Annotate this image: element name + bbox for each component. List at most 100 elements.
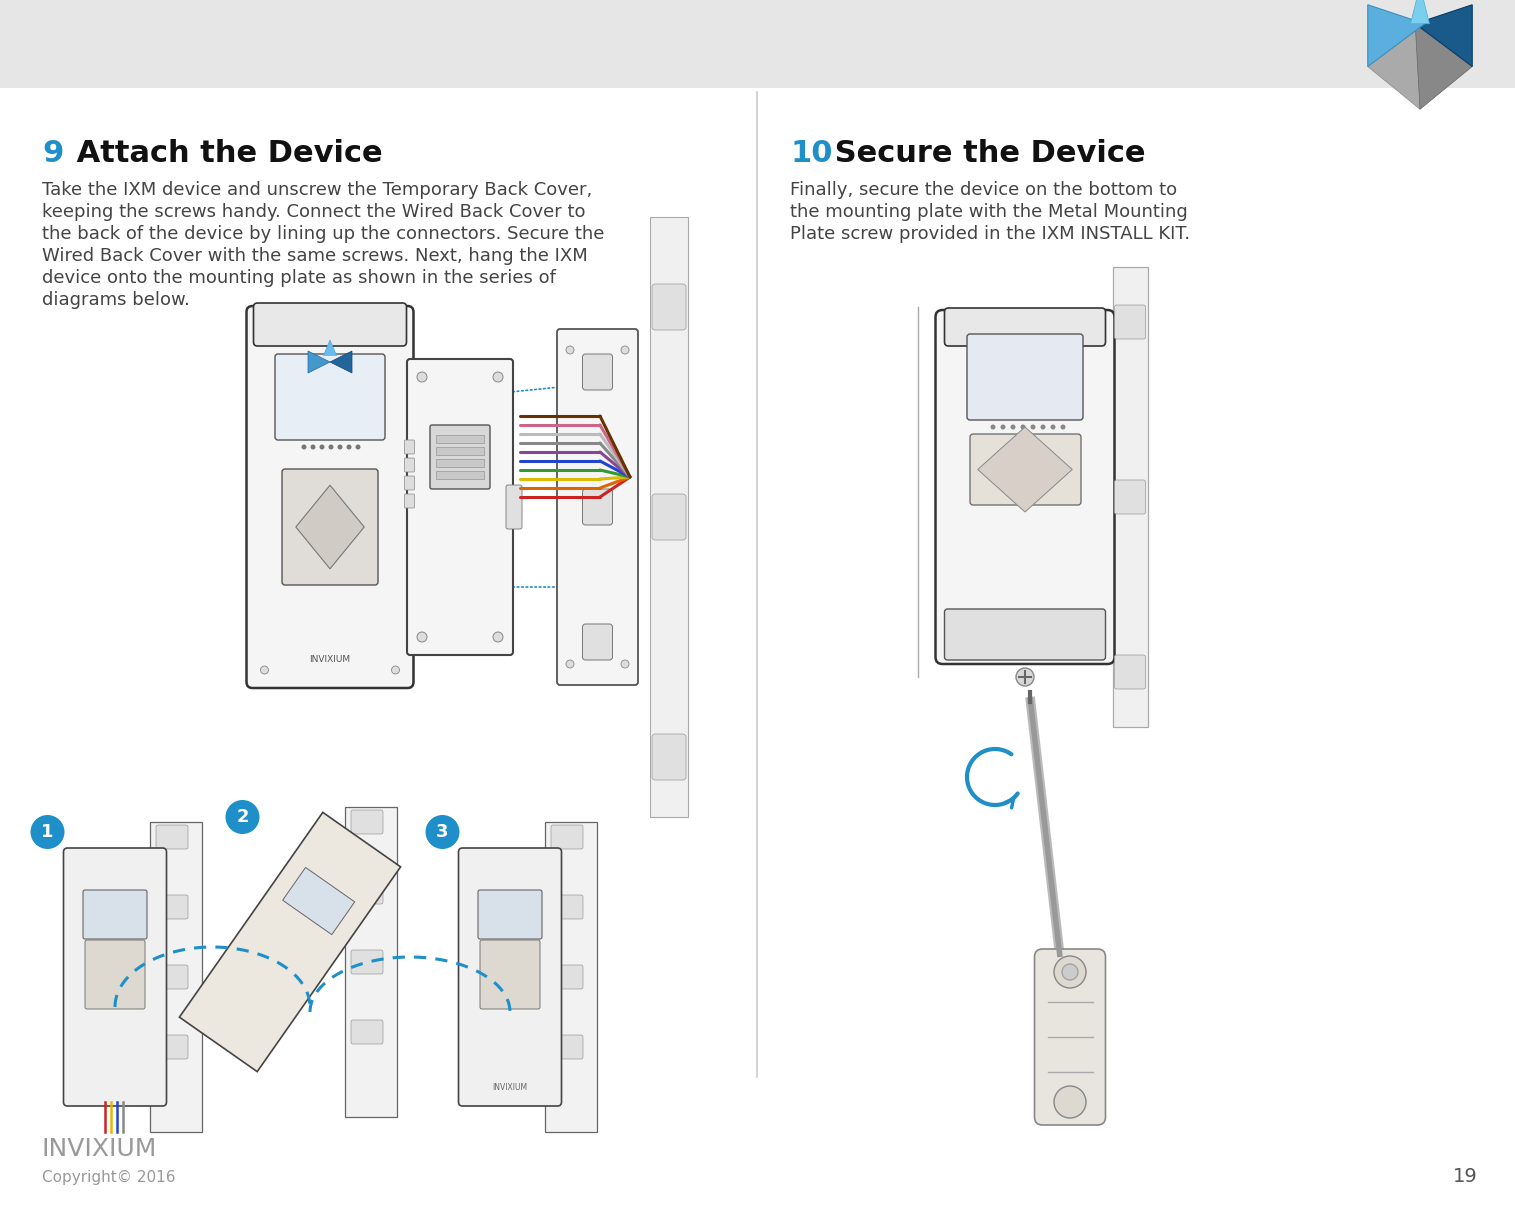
Text: device onto the mounting plate as shown in the series of: device onto the mounting plate as shown … — [42, 269, 556, 287]
Bar — [650, 217, 688, 817]
Bar — [436, 459, 483, 467]
Circle shape — [1062, 964, 1079, 980]
Text: 3: 3 — [436, 823, 448, 841]
Bar — [0, 0, 1515, 88]
Circle shape — [1017, 667, 1035, 686]
Text: Wired Back Cover with the same screws. Next, hang the IXM: Wired Back Cover with the same screws. N… — [42, 247, 588, 266]
Text: INVIXIUM: INVIXIUM — [309, 655, 350, 665]
Circle shape — [1030, 425, 1035, 430]
Circle shape — [1054, 956, 1086, 989]
Polygon shape — [1415, 24, 1473, 110]
FancyBboxPatch shape — [967, 334, 1083, 420]
FancyBboxPatch shape — [156, 966, 188, 989]
Circle shape — [567, 346, 574, 354]
FancyBboxPatch shape — [1115, 480, 1145, 514]
Text: Take the IXM device and unscrew the Temporary Back Cover,: Take the IXM device and unscrew the Temp… — [42, 181, 592, 199]
FancyBboxPatch shape — [582, 489, 612, 525]
Text: 1: 1 — [41, 823, 53, 841]
FancyBboxPatch shape — [551, 966, 583, 989]
Bar — [345, 807, 397, 1116]
FancyBboxPatch shape — [405, 441, 415, 454]
Circle shape — [347, 444, 351, 449]
FancyBboxPatch shape — [408, 358, 514, 655]
Polygon shape — [1410, 0, 1430, 24]
FancyBboxPatch shape — [351, 880, 383, 904]
Text: Secure the Device: Secure the Device — [824, 139, 1145, 168]
Circle shape — [356, 444, 361, 449]
Text: 19: 19 — [1453, 1167, 1479, 1186]
FancyBboxPatch shape — [276, 354, 385, 441]
Circle shape — [567, 660, 574, 667]
FancyBboxPatch shape — [405, 494, 415, 508]
FancyBboxPatch shape — [247, 307, 414, 688]
FancyBboxPatch shape — [651, 494, 686, 540]
FancyBboxPatch shape — [459, 849, 562, 1106]
Circle shape — [1054, 1086, 1086, 1118]
Circle shape — [226, 800, 259, 834]
Polygon shape — [308, 351, 330, 373]
FancyBboxPatch shape — [935, 310, 1115, 664]
Circle shape — [1060, 425, 1065, 430]
Bar — [1112, 267, 1147, 727]
Circle shape — [621, 346, 629, 354]
Circle shape — [1041, 425, 1045, 430]
Circle shape — [30, 815, 65, 849]
Text: Attach the Device: Attach the Device — [67, 139, 383, 168]
FancyBboxPatch shape — [253, 303, 406, 346]
Circle shape — [492, 372, 503, 381]
Text: the back of the device by lining up the connectors. Secure the: the back of the device by lining up the … — [42, 225, 604, 243]
FancyBboxPatch shape — [405, 476, 415, 490]
FancyBboxPatch shape — [651, 284, 686, 330]
Text: 2: 2 — [236, 807, 248, 826]
FancyBboxPatch shape — [558, 330, 638, 686]
FancyBboxPatch shape — [551, 1034, 583, 1059]
FancyBboxPatch shape — [551, 826, 583, 849]
Circle shape — [1000, 425, 1006, 430]
FancyBboxPatch shape — [156, 826, 188, 849]
Polygon shape — [1368, 24, 1424, 110]
Text: INVIXIUM: INVIXIUM — [42, 1137, 158, 1161]
Circle shape — [492, 632, 503, 642]
Circle shape — [1050, 425, 1056, 430]
Circle shape — [320, 444, 324, 449]
Polygon shape — [1368, 5, 1424, 66]
Circle shape — [621, 660, 629, 667]
Circle shape — [1021, 425, 1026, 430]
FancyBboxPatch shape — [506, 485, 523, 529]
Text: 9: 9 — [42, 139, 64, 168]
Polygon shape — [323, 340, 336, 355]
FancyBboxPatch shape — [156, 1034, 188, 1059]
Polygon shape — [330, 351, 351, 373]
Circle shape — [391, 666, 400, 674]
Text: Copyright© 2016: Copyright© 2016 — [42, 1170, 176, 1184]
Circle shape — [1011, 425, 1015, 430]
FancyBboxPatch shape — [970, 435, 1082, 505]
FancyBboxPatch shape — [1115, 305, 1145, 339]
Bar — [150, 822, 201, 1132]
FancyBboxPatch shape — [282, 470, 379, 585]
FancyBboxPatch shape — [1035, 949, 1106, 1125]
FancyBboxPatch shape — [156, 896, 188, 919]
Circle shape — [426, 815, 459, 849]
Text: diagrams below.: diagrams below. — [42, 291, 189, 309]
FancyBboxPatch shape — [1115, 655, 1145, 689]
Polygon shape — [179, 812, 400, 1072]
Bar — [436, 447, 483, 455]
Circle shape — [301, 444, 306, 449]
FancyBboxPatch shape — [351, 810, 383, 834]
Text: the mounting plate with the Metal Mounting: the mounting plate with the Metal Mounti… — [789, 203, 1188, 221]
FancyBboxPatch shape — [405, 457, 415, 472]
Text: Plate screw provided in the IXM INSTALL KIT.: Plate screw provided in the IXM INSTALL … — [789, 225, 1191, 243]
Text: keeping the screws handy. Connect the Wired Back Cover to: keeping the screws handy. Connect the Wi… — [42, 203, 585, 221]
Bar — [436, 435, 483, 443]
Bar — [545, 822, 597, 1132]
Text: 10: 10 — [789, 139, 833, 168]
FancyBboxPatch shape — [85, 940, 145, 1009]
Circle shape — [329, 444, 333, 449]
Circle shape — [417, 372, 427, 381]
FancyBboxPatch shape — [651, 734, 686, 780]
FancyBboxPatch shape — [430, 425, 489, 489]
FancyBboxPatch shape — [479, 890, 542, 939]
Circle shape — [311, 444, 315, 449]
Circle shape — [417, 632, 427, 642]
